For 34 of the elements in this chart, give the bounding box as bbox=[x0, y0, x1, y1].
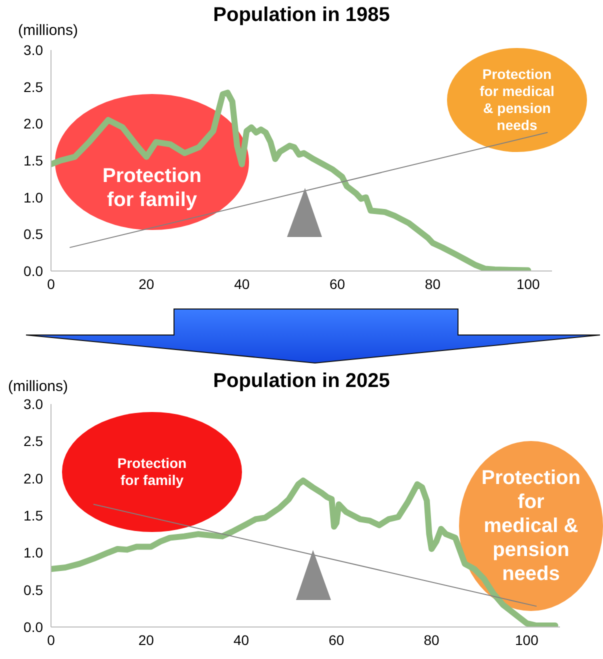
x-tick-label: 40 bbox=[234, 276, 250, 292]
y-tick-label: 2.5 bbox=[24, 78, 44, 95]
x-tick-label: 60 bbox=[328, 632, 344, 648]
y-axis-title: (millions) bbox=[18, 22, 78, 39]
x-tick-label: 80 bbox=[424, 276, 441, 292]
x-tick-label: 100 bbox=[516, 276, 540, 292]
x-tick-label: 0 bbox=[47, 632, 56, 648]
y-tick-label: 1.5 bbox=[24, 507, 44, 524]
annotation: Protection for family bbox=[116, 455, 188, 489]
y-tick-label: 2.0 bbox=[24, 470, 44, 486]
x-tick-label: 100 bbox=[515, 632, 539, 648]
y-tick-label: 0.5 bbox=[24, 582, 44, 598]
y-tick-label: 0.5 bbox=[24, 226, 44, 242]
x-tick-label: 40 bbox=[233, 632, 250, 648]
annotation: Protection for medical & pension needs bbox=[480, 466, 582, 586]
chart-title: Population in 1985 bbox=[213, 4, 390, 26]
x-tick-label: 60 bbox=[329, 276, 346, 292]
y-tick-label: 0.0 bbox=[24, 262, 44, 279]
chart-title: Population in 2025 bbox=[213, 370, 390, 392]
y-tick-label: 2.5 bbox=[24, 433, 44, 450]
y-tick-label: 1.0 bbox=[24, 544, 44, 561]
annotation: Protection for medical & pension needs bbox=[478, 66, 556, 134]
annotation: Protection for family bbox=[102, 164, 202, 212]
y-axis-title: (millions) bbox=[8, 378, 68, 395]
x-tick-label: 20 bbox=[138, 632, 154, 648]
y-tick-label: 0.0 bbox=[24, 618, 44, 635]
x-tick-label: 20 bbox=[138, 276, 154, 292]
x-tick-label: 80 bbox=[424, 632, 440, 648]
y-tick-label: 3.0 bbox=[24, 396, 44, 412]
x-tick-label: 0 bbox=[47, 276, 56, 292]
y-tick-label: 1.5 bbox=[24, 152, 44, 168]
y-tick-label: 2.0 bbox=[24, 116, 44, 132]
y-tick-label: 3.0 bbox=[24, 42, 44, 58]
y-tick-label: 1.0 bbox=[24, 189, 44, 206]
